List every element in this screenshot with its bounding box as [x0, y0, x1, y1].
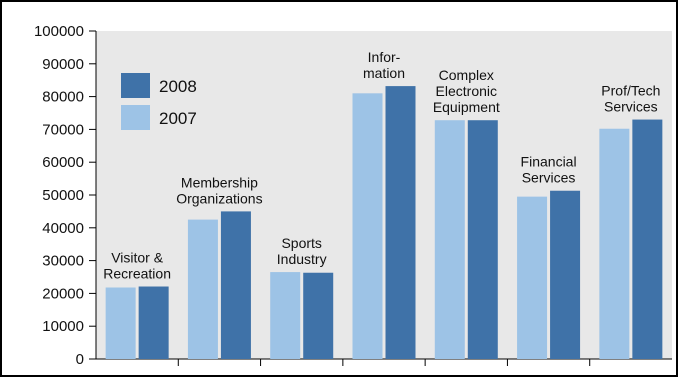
bar-2007 — [352, 93, 383, 359]
category-label-line: Equipment — [433, 99, 500, 115]
category-label-line: mation — [363, 65, 405, 81]
y-tick-label: 50000 — [42, 187, 84, 204]
category-label: Visitor & Recreation — [103, 250, 171, 282]
category-label: Membership Organizations — [176, 174, 262, 206]
category-label-line: Membership — [181, 174, 258, 190]
category-label-line: Visitor & — [111, 250, 164, 266]
bar-2008 — [303, 272, 334, 359]
bar-2007 — [270, 272, 301, 359]
legend-swatch-2008 — [121, 73, 150, 98]
legend-label-2008: 2008 — [159, 77, 197, 96]
category-label-line: Prof/Tech — [601, 83, 660, 99]
bar-2008 — [467, 120, 498, 359]
category-label-line: Infor- — [368, 49, 401, 65]
y-tick-label: 80000 — [42, 89, 84, 106]
bar-2007 — [517, 196, 548, 359]
category-label: Financial Services — [521, 154, 577, 186]
legend-label-2007: 2007 — [159, 109, 197, 128]
y-tick-label: 100000 — [34, 23, 84, 40]
category-label: Complex Electronic Equipment — [433, 67, 500, 115]
y-tick-label: 60000 — [42, 154, 84, 171]
bar-2008 — [138, 286, 169, 359]
category-label-line: Services — [604, 99, 658, 115]
category-label: Infor-mation — [363, 49, 405, 81]
category-label: Prof/Tech Services — [601, 83, 660, 115]
y-tick-label: 70000 — [42, 121, 84, 138]
y-tick-label: 30000 — [42, 253, 84, 270]
y-tick-label: 0 — [76, 351, 84, 368]
bar-2008 — [385, 86, 416, 359]
category-label-line: Organizations — [176, 190, 262, 206]
bar-2008 — [220, 211, 251, 359]
y-tick-label: 90000 — [42, 56, 84, 73]
category-label-line: Electronic — [436, 83, 497, 99]
bar-2008 — [632, 119, 663, 359]
bar-2007 — [599, 128, 630, 359]
category-label-line: Complex — [439, 67, 494, 83]
category-label-line: Financial — [521, 154, 577, 170]
legend-swatch-2007 — [121, 105, 150, 130]
bar-2007 — [105, 287, 136, 359]
category-label-line: Services — [522, 170, 576, 186]
category-label-line: Industry — [277, 251, 327, 267]
bar-2007 — [187, 219, 218, 359]
y-tick-label: 40000 — [42, 220, 84, 237]
category-label: Sports Industry — [277, 235, 327, 267]
bar-2008 — [550, 190, 581, 359]
category-label-line: Sports — [281, 235, 321, 251]
y-tick-label: 10000 — [42, 318, 84, 335]
y-tick-label: 20000 — [42, 285, 84, 302]
category-label-line: Recreation — [103, 266, 171, 282]
bar-2007 — [434, 120, 465, 359]
